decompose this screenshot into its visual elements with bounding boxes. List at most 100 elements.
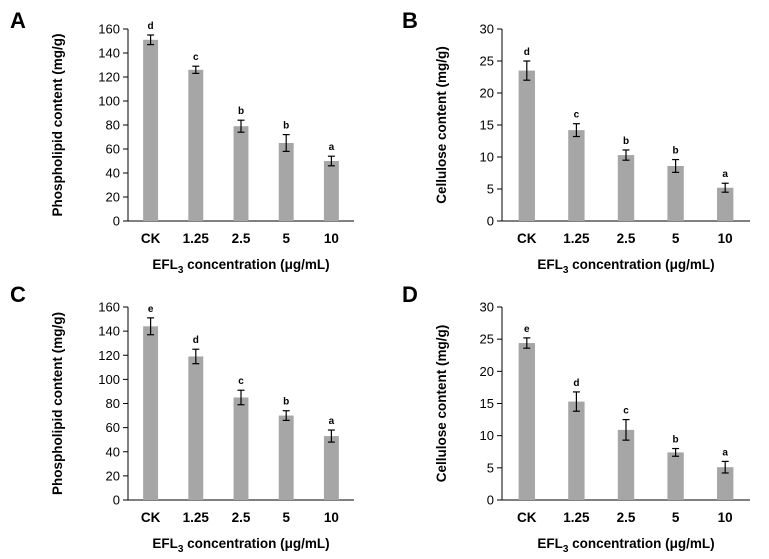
- panel-c-x-tick-label: 2.5: [232, 510, 251, 525]
- panel-a-y-tick-label: 20: [106, 190, 120, 205]
- panel-b-x-tick-label: 10: [718, 231, 733, 246]
- panel-d-x-axis-title: EFL3 concentration (μg/mL): [537, 536, 714, 555]
- panel-a-y-tick-label: 100: [98, 94, 120, 109]
- panel-a-significance-letter: d: [148, 21, 154, 32]
- panel-c-y-tick-label: 60: [106, 420, 120, 435]
- panel-d-y-tick-label: 10: [480, 428, 494, 443]
- panel-b-x-tick-label: 1.25: [563, 231, 590, 246]
- panel-b: B 0 5 10 15 20 25 30 d CK c 1.25 b 2.5 b 5 a 10 Cellulose …: [402, 8, 750, 276]
- panel-c-y-tick-label: 100: [98, 372, 120, 387]
- panel-a-y-tick-label: 120: [98, 70, 120, 85]
- panel-a-label: A: [10, 8, 26, 33]
- panel-c-x-tick-label: 10: [324, 510, 339, 525]
- panel-b-bar: [667, 165, 684, 221]
- panel-c-significance-letter: d: [193, 335, 199, 346]
- panel-c-y-axis-title: Phospholipid content (mg/g): [50, 312, 65, 495]
- panel-d-x-tick-label: 10: [718, 510, 733, 525]
- panel-d-significance-letter: d: [573, 378, 579, 389]
- panel-a-bar: [143, 39, 159, 221]
- panel-d-bar: [518, 343, 535, 500]
- panel-b-significance-letter: b: [673, 146, 679, 157]
- panel-c-bar: [188, 356, 204, 500]
- panel-d-bar: [667, 452, 684, 500]
- panel-d-y-tick-label: 20: [480, 364, 494, 379]
- panel-a-y-tick-label: 60: [106, 142, 120, 157]
- panel-d-y-axis-title: Cellulose content (mg/g): [434, 325, 449, 483]
- panel-a-x-tick-label: 2.5: [232, 231, 251, 246]
- panel-c-bar: [143, 326, 159, 500]
- panel-d-significance-letter: e: [524, 324, 530, 335]
- panel-a-x-tick-label: 5: [282, 231, 290, 246]
- panel-a-bar: [323, 161, 339, 221]
- panel-b-y-tick-label: 10: [480, 150, 494, 165]
- panel-b-x-tick-label: CK: [517, 231, 537, 246]
- panel-d-y-tick-label: 15: [480, 396, 494, 411]
- panel-a-significance-letter: c: [193, 52, 199, 63]
- panel-d-y-tick-label: 25: [480, 332, 494, 347]
- panel-c-x-tick-label: 1.25: [183, 510, 210, 525]
- panel-b-significance-letter: a: [722, 169, 728, 180]
- panel-a-x-tick-label: 10: [324, 231, 339, 246]
- panel-c-y-tick-label: 80: [106, 396, 120, 411]
- panel-c-x-tick-label: CK: [141, 510, 161, 525]
- panel-b-bar: [518, 70, 535, 221]
- panel-d-label: D: [402, 282, 418, 307]
- panel-a-bar: [188, 69, 204, 221]
- panel-c-significance-letter: e: [148, 304, 154, 315]
- panel-c-y-tick-label: 120: [98, 348, 120, 363]
- panel-c-y-tick-label: 40: [106, 444, 120, 459]
- panel-a-y-axis-title: Phospholipid content (mg/g): [50, 34, 65, 217]
- panel-c: C 0 20 40 60 80 100 120 140 160 e CK d 1.25 c 2.5 b 5 a 10 P…: [10, 282, 354, 555]
- panel-c-x-tick-label: 5: [282, 510, 290, 525]
- panel-c-significance-letter: b: [283, 397, 289, 408]
- panel-b-x-axis-title: EFL3 concentration (μg/mL): [537, 257, 714, 276]
- panel-b-y-tick-label: 30: [480, 22, 494, 37]
- panel-d-bar: [617, 429, 635, 500]
- panel-b-y-tick-label: 5: [487, 182, 494, 197]
- panel-a: A 0 20 40 60 80 100 120 140 160 d CK c 1.25 b 2.5 b 5 a 10 P…: [10, 8, 354, 276]
- panel-c-y-tick-label: 140: [98, 324, 120, 339]
- panel-a-x-axis-title: EFL3 concentration (μg/mL): [152, 257, 329, 276]
- panel-d-y-tick-label: 0: [487, 493, 494, 508]
- panel-a-x-tick-label: CK: [141, 231, 161, 246]
- panel-a-x-tick-label: 1.25: [183, 231, 210, 246]
- panel-a-y-tick-label: 140: [98, 46, 120, 61]
- panel-b-y-tick-label: 0: [487, 214, 494, 229]
- panel-a-bar: [233, 126, 249, 221]
- panel-c-bar: [323, 436, 339, 500]
- panel-d-bar: [717, 467, 734, 500]
- panel-b-y-tick-label: 25: [480, 54, 494, 69]
- panel-d-x-tick-label: 5: [672, 510, 680, 525]
- panel-d-significance-letter: a: [722, 447, 728, 458]
- panel-c-bar: [278, 415, 294, 500]
- panel-d-bar: [568, 401, 585, 500]
- panel-c-label: C: [10, 282, 26, 307]
- panel-b-y-axis-title: Cellulose content (mg/g): [434, 46, 449, 204]
- panel-a-y-tick-label: 40: [106, 166, 120, 181]
- panel-d-y-tick-label: 5: [487, 460, 494, 475]
- panel-c-significance-letter: a: [329, 416, 335, 427]
- panel-b-x-tick-label: 2.5: [617, 231, 636, 246]
- panel-b-x-tick-label: 5: [672, 231, 680, 246]
- panel-b-y-tick-label: 15: [480, 118, 494, 133]
- panel-b-significance-letter: c: [574, 110, 580, 121]
- panel-d: D 0 5 10 15 20 25 30 e CK d 1.25 c 2.5 b 5 a 10 Cellulose …: [402, 282, 750, 555]
- panel-d-x-tick-label: 2.5: [617, 510, 636, 525]
- panel-d-significance-letter: b: [673, 435, 679, 446]
- panel-b-bar: [617, 155, 635, 221]
- panel-a-y-tick-label: 160: [98, 22, 120, 37]
- panel-b-bar: [717, 187, 734, 221]
- panel-d-x-tick-label: CK: [517, 510, 537, 525]
- panel-d-x-tick-label: 1.25: [563, 510, 590, 525]
- panel-c-significance-letter: c: [238, 376, 244, 387]
- panel-b-label: B: [402, 8, 418, 33]
- panel-a-significance-letter: b: [283, 121, 289, 132]
- panel-d-y-tick-label: 30: [480, 300, 494, 315]
- panel-b-bar: [568, 130, 585, 221]
- panel-a-y-tick-label: 0: [113, 214, 120, 229]
- panel-b-y-tick-label: 20: [480, 86, 494, 101]
- panel-b-significance-letter: d: [524, 47, 530, 58]
- panel-a-bar: [278, 143, 294, 221]
- panel-b-significance-letter: b: [623, 136, 629, 147]
